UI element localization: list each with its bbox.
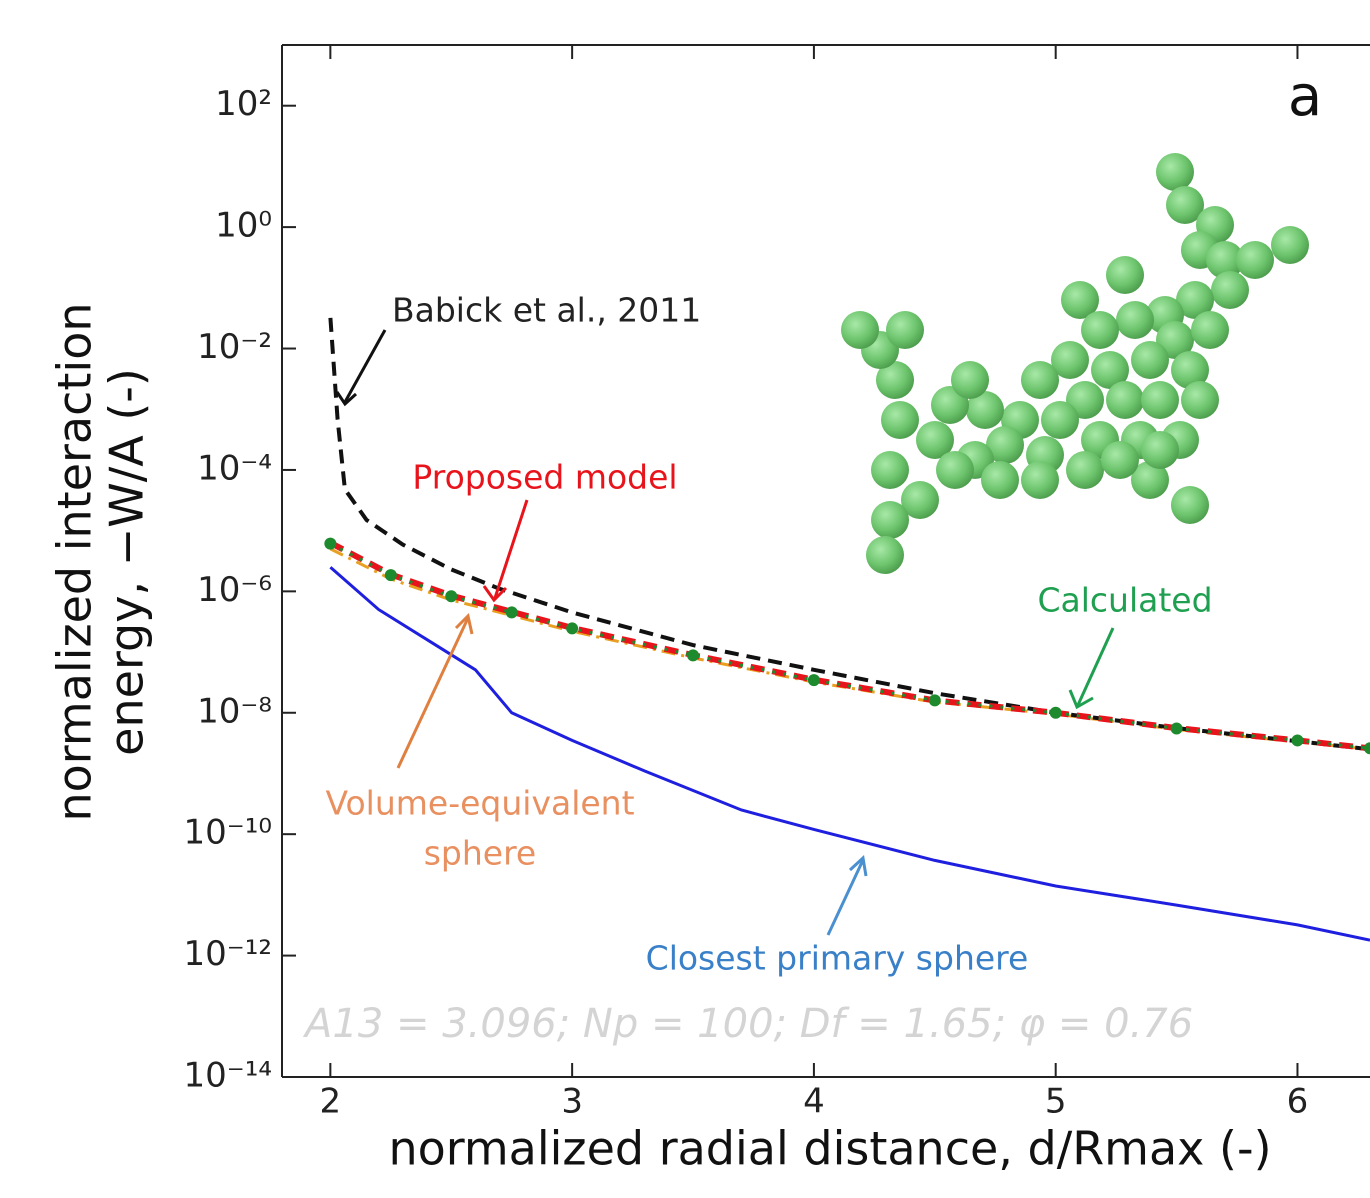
panel-label: a [1288, 64, 1322, 129]
x-tick-label: 4 [803, 1082, 825, 1122]
data-point [566, 622, 579, 635]
sphere [881, 401, 919, 439]
sphere [1166, 186, 1204, 224]
sphere [876, 361, 914, 399]
series-line [329, 566, 1370, 942]
sphere [981, 461, 1019, 499]
sphere [1156, 153, 1194, 191]
y-tick-label: 10⁻² [197, 327, 272, 367]
sphere [951, 361, 989, 399]
sphere [1191, 311, 1229, 349]
parameters: A13 = 3.096; Np = 100; Df = 1.65; φ = 0.… [302, 1001, 1193, 1047]
sphere [1141, 431, 1179, 469]
y-tick-label: 10² [215, 84, 272, 124]
sphere [1171, 351, 1209, 389]
arrow-head [454, 613, 474, 635]
data-point [807, 674, 820, 687]
sphere [1061, 281, 1099, 319]
series-line [328, 317, 1370, 752]
arrow [396, 617, 470, 769]
sphere [1101, 441, 1139, 479]
annotation: Closest primary sphere [646, 939, 1029, 978]
data-point [687, 649, 700, 662]
plot-area [324, 317, 1370, 942]
sphere [1206, 241, 1244, 279]
y-axis-label: energy, −W/A (-) [100, 368, 154, 756]
y-tick-label: 10⁻¹⁰ [184, 813, 272, 853]
series-line [329, 542, 1370, 750]
sphere [1021, 361, 1059, 399]
data-point [445, 590, 458, 603]
sphere [1176, 281, 1214, 319]
sphere [886, 311, 924, 349]
data-point [505, 606, 518, 619]
sphere [1236, 241, 1274, 279]
sphere [1141, 381, 1179, 419]
sphere [1211, 271, 1249, 309]
arrow [493, 499, 529, 599]
arrow [1076, 627, 1115, 706]
sphere [1116, 301, 1154, 339]
x-tick-label: 2 [320, 1082, 342, 1122]
annotation: Calculated [1037, 581, 1212, 620]
x-axis-label: normalized radial distance, d/Rmax (-) [388, 1122, 1271, 1176]
arrow-head [335, 391, 358, 407]
aggregate-illustration [841, 153, 1309, 574]
y-tick-label: 10⁻¹⁴ [184, 1056, 272, 1096]
sphere [1171, 486, 1209, 524]
sphere [1131, 461, 1169, 499]
sphere [1066, 451, 1104, 489]
data-point [1049, 706, 1062, 719]
sphere [1041, 401, 1079, 439]
arrow [826, 859, 865, 936]
series-line [329, 547, 1370, 751]
annotation: Babick et al., 2011 [392, 291, 701, 330]
sphere [866, 536, 904, 574]
y-axis-label: normalized interaction [48, 302, 102, 821]
y-tick-label: 10⁻¹² [184, 934, 272, 974]
sphere [1106, 381, 1144, 419]
sphere [966, 391, 1004, 429]
data-point [1291, 734, 1304, 747]
annotation: Proposed model [412, 458, 677, 497]
data-point [928, 694, 941, 707]
data-point [384, 569, 397, 582]
sphere [1106, 256, 1144, 294]
sphere [916, 421, 954, 459]
annotation: Volume-equivalent [325, 784, 634, 823]
sphere [1131, 341, 1169, 379]
sphere [1051, 341, 1089, 379]
data-point [1170, 722, 1183, 735]
arrow-head [1068, 689, 1094, 710]
sphere [841, 311, 879, 349]
sphere [871, 501, 909, 539]
y-tick-label: 10⁻⁴ [197, 448, 272, 488]
sphere [1021, 461, 1059, 499]
arrow-head [848, 855, 868, 877]
sphere [1091, 351, 1129, 389]
annotation: sphere [424, 834, 537, 873]
y-tick-label: 10⁻⁸ [197, 691, 272, 731]
sphere [901, 481, 939, 519]
data-point [324, 537, 337, 550]
sphere [1181, 381, 1219, 419]
x-tick-label: 3 [561, 1082, 583, 1122]
y-tick-label: 10⁻⁶ [197, 570, 272, 610]
series-line [329, 540, 1370, 752]
sphere [936, 451, 974, 489]
sphere [986, 426, 1024, 464]
sphere [1081, 311, 1119, 349]
data-point [1364, 742, 1370, 755]
x-tick-label: 5 [1045, 1082, 1067, 1122]
arrow [343, 329, 387, 403]
sphere [871, 451, 909, 489]
x-tick-label: 6 [1287, 1082, 1309, 1122]
arrow-head [482, 585, 508, 603]
y-tick-label: 10⁰ [215, 206, 272, 246]
sphere [1271, 226, 1309, 264]
